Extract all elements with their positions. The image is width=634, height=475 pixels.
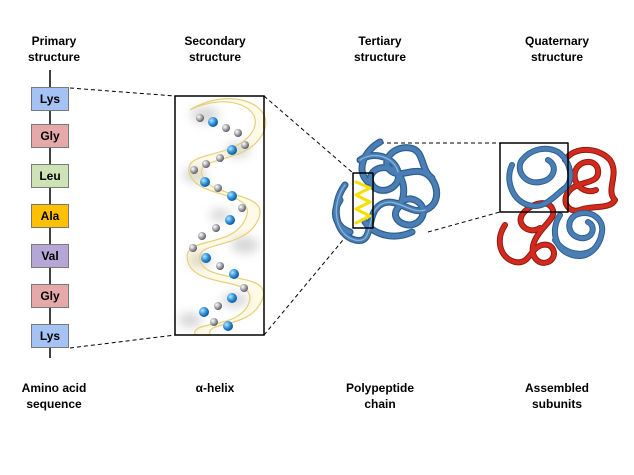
quaternary-caption-line2: subunits (532, 397, 582, 411)
primary-title-line2: structure (27, 50, 80, 64)
subunit-red-top (562, 146, 618, 214)
connector-tertiary-quaternary (380, 142, 501, 233)
amino-acid-box: Ala (31, 204, 69, 228)
tertiary-title-line2: structure (353, 50, 406, 64)
quaternary-title-line1: Quaternary (524, 34, 590, 48)
amino-acid-box: Leu (31, 164, 69, 188)
amino-acid-box: Gly (31, 284, 69, 308)
secondary-title-line2: structure (188, 50, 241, 64)
amino-acid-box: Lys (31, 324, 69, 348)
tertiary-structure-title: Tertiary structure (340, 33, 420, 65)
subunit-blue-bottom (551, 210, 606, 259)
tertiary-title-line1: Tertiary (358, 34, 402, 48)
tertiary-structure-caption: Polypeptide chain (335, 380, 425, 412)
subunit-blue-top (506, 145, 574, 209)
quaternary-structure-caption: Assembled subunits (515, 380, 599, 412)
secondary-structure-caption: α-helix (180, 380, 250, 396)
quaternary-title-line2: structure (530, 50, 583, 64)
helix-atoms (189, 114, 249, 331)
amino-acid-box: Gly (31, 124, 69, 148)
tertiary-zoom-frame (352, 172, 374, 229)
quaternary-subunits-illustration (496, 142, 618, 266)
tertiary-caption-line1: Polypeptide (345, 381, 414, 395)
secondary-caption-line1: α-helix (195, 381, 235, 395)
alpha-helix-illustration (174, 95, 267, 336)
connector-secondary-tertiary (263, 95, 354, 336)
primary-caption-line2: sequence (26, 397, 82, 411)
secondary-title-line1: Secondary (184, 34, 246, 48)
quaternary-structure-title: Quaternary structure (515, 33, 599, 65)
amino-acid-box: Lys (31, 87, 69, 111)
amino-acid-box: Val (31, 244, 69, 268)
secondary-structure-title: Secondary structure (175, 33, 255, 65)
tertiary-chain-illustration (332, 138, 441, 244)
primary-structure-title: Primary structure (20, 33, 88, 65)
tertiary-caption-line2: chain (364, 397, 396, 411)
quaternary-caption-line1: Assembled (524, 381, 590, 395)
primary-structure-caption: Amino acid sequence (12, 380, 96, 412)
primary-caption-line1: Amino acid (21, 381, 87, 395)
tertiary-helix-segment (354, 180, 372, 225)
primary-title-line1: Primary (31, 34, 77, 48)
quaternary-zoom-frame (499, 142, 569, 213)
connector-primary-secondary (69, 87, 176, 349)
secondary-zoom-frame (174, 95, 265, 336)
